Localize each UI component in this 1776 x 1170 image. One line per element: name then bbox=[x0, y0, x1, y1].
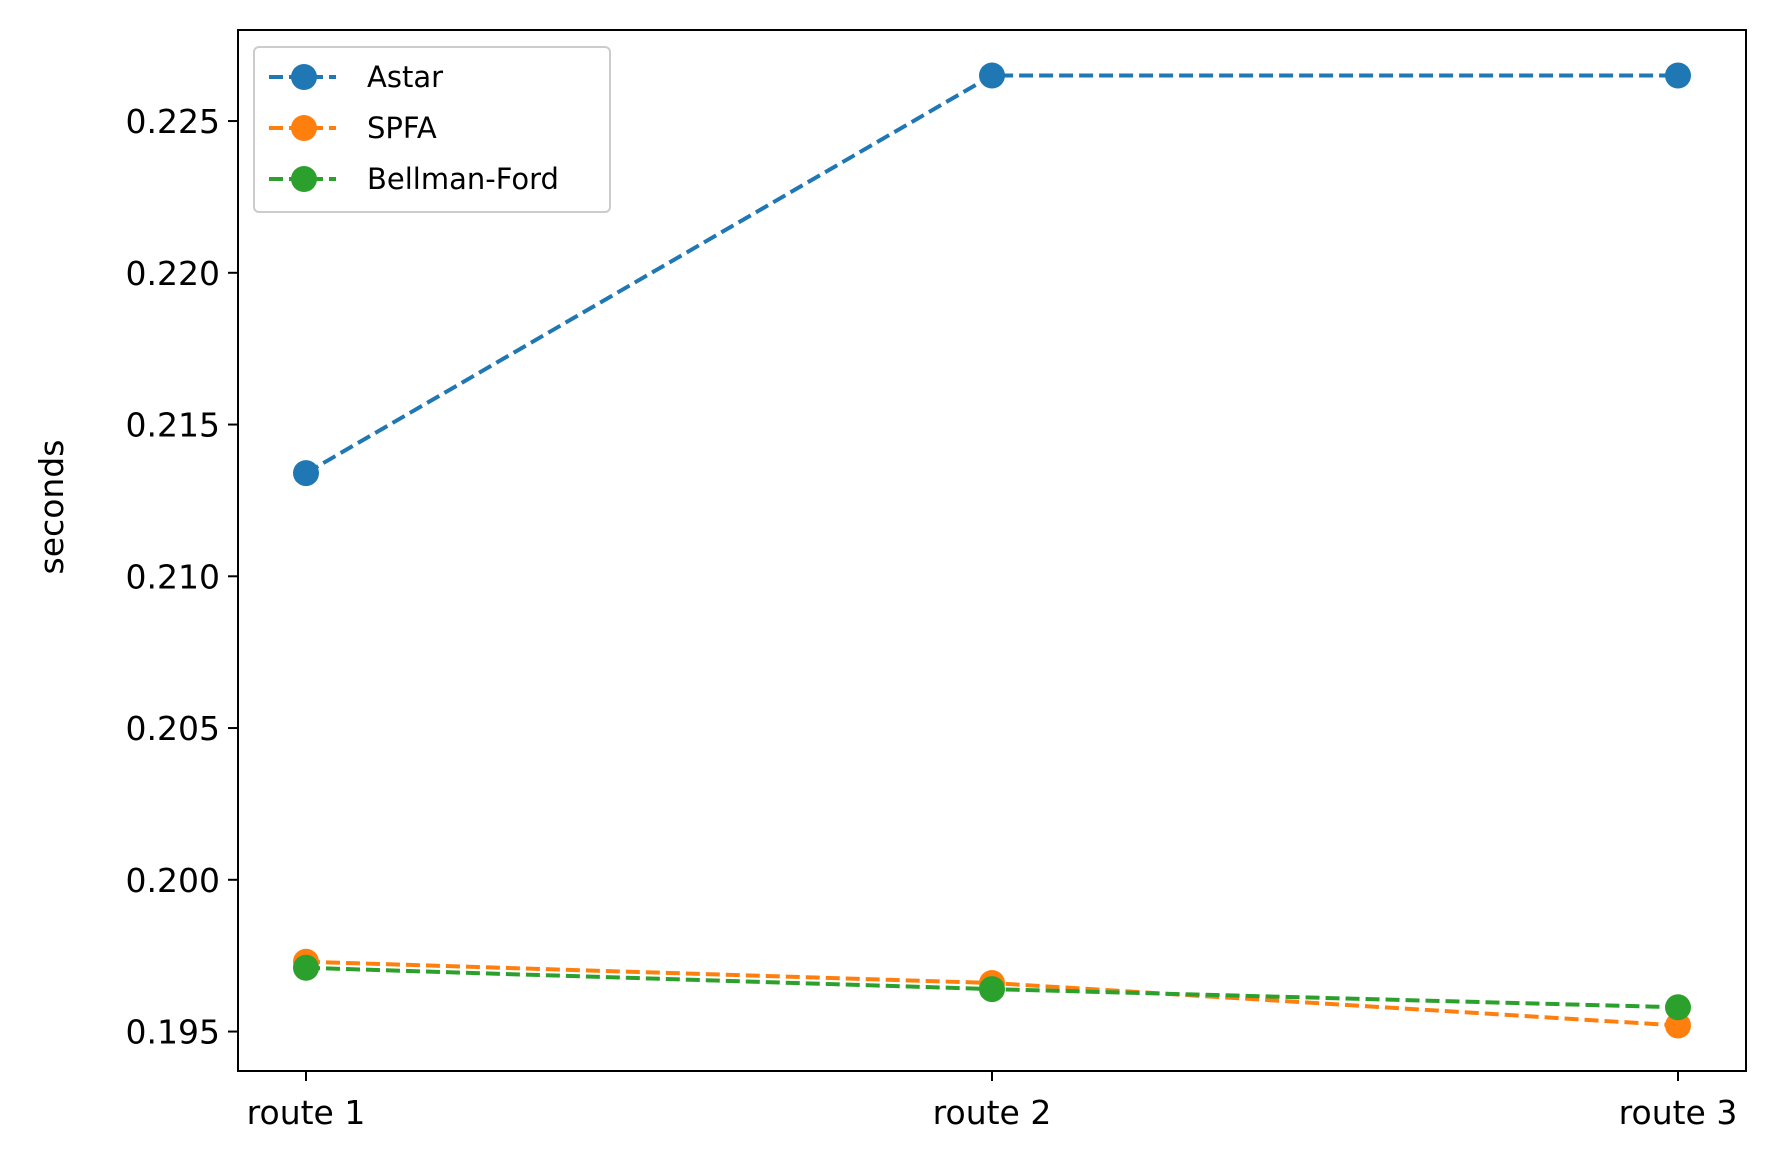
y-axis-label: seconds bbox=[32, 440, 71, 575]
y-tick-label: 0.205 bbox=[126, 709, 220, 748]
legend-marker-spfa bbox=[291, 115, 317, 141]
y-tick-label: 0.225 bbox=[126, 102, 220, 141]
y-tick-label: 0.215 bbox=[126, 406, 220, 445]
legend-label-bellman-ford: Bellman-Ford bbox=[367, 162, 559, 196]
y-tick-label: 0.220 bbox=[126, 254, 220, 293]
legend: Astar SPFA Bellman-Ford bbox=[253, 46, 611, 213]
data-point-bellman-ford-3 bbox=[1665, 994, 1691, 1021]
legend-box bbox=[253, 46, 611, 213]
data-point-astar-1 bbox=[293, 460, 319, 487]
data-point-bellman-ford-1 bbox=[293, 954, 319, 981]
legend-marker-astar bbox=[291, 64, 317, 90]
y-tick-label: 0.210 bbox=[126, 557, 220, 596]
legend-label-astar: Astar bbox=[367, 60, 443, 94]
legend-marker-bellman-ford bbox=[291, 166, 317, 192]
y-tick-label: 0.195 bbox=[126, 1013, 220, 1052]
x-tick-label: route 1 bbox=[247, 1093, 366, 1132]
x-tick-label: route 3 bbox=[1619, 1093, 1738, 1132]
legend-label-spfa: SPFA bbox=[367, 111, 437, 145]
y-tick-label: 0.200 bbox=[126, 861, 220, 900]
axes-layer: 0.195 0.200 0.205 0.210 0.215 0.220 0.225 route… bbox=[126, 29, 1747, 1132]
data-point-spfa-3 bbox=[1665, 1012, 1691, 1039]
x-tick-label: route 2 bbox=[933, 1093, 1052, 1132]
data-point-astar-3 bbox=[1665, 62, 1691, 89]
data-point-astar-2 bbox=[979, 62, 1005, 89]
series-layer bbox=[293, 62, 1691, 1039]
data-point-bellman-ford-2 bbox=[979, 976, 1005, 1003]
